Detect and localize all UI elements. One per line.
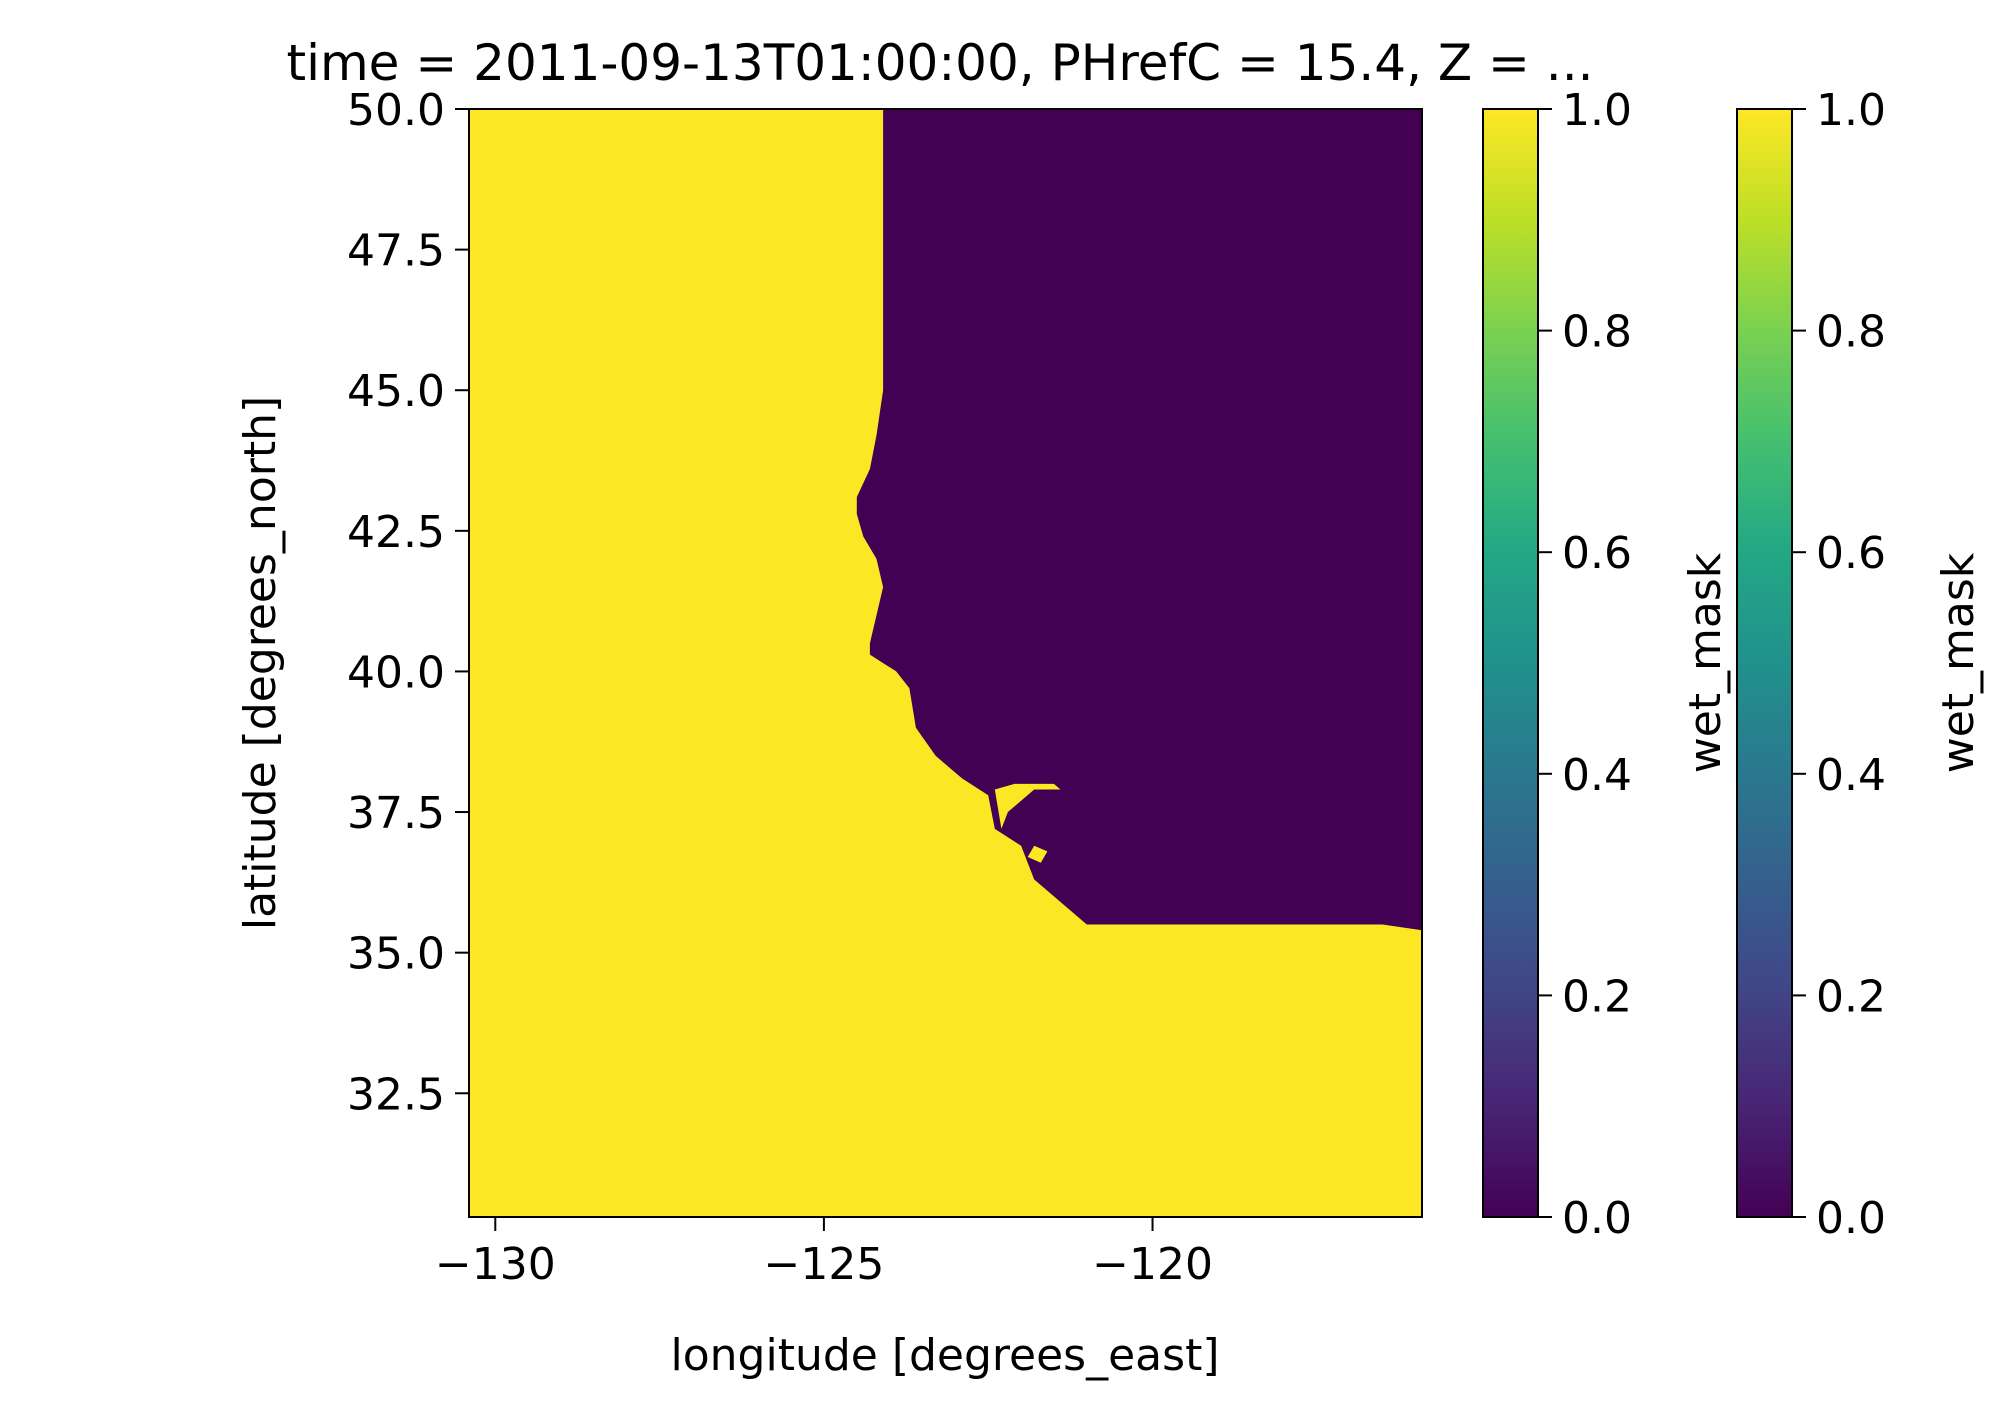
y-tick-label: 45.0 [347,366,445,417]
colorbar-2-frame [1736,108,1793,1218]
y-tick-label: 42.5 [347,507,445,558]
colorbar-tick-label: 1.0 [1562,85,1632,136]
colorbar-tick-label: 0.4 [1816,750,1886,801]
x-axis: −130 −125 −120 [435,1217,1213,1290]
y-tick-label: 47.5 [347,226,445,277]
x-tick-label: −125 [763,1239,884,1290]
colorbar-tick-label: 0.2 [1816,971,1886,1022]
y-tick-label: 50.0 [347,85,445,136]
y-tick-label: 40.0 [347,647,445,698]
colorbar-1-gradient [1483,109,1538,1217]
colorbar-tick-label: 0.6 [1816,528,1886,579]
colorbar-tick-label: 0.0 [1816,1193,1886,1244]
y-axis-label: latitude [degrees_north] [235,396,286,930]
colorbar-tick-label: 1.0 [1816,85,1886,136]
y-tick-label: 35.0 [347,929,445,980]
colorbar-2-ticks: 0.0 0.2 0.4 0.6 0.8 1.0 [1792,85,1886,1244]
colorbar-2-gradient [1737,109,1792,1217]
colorbar-1-ticks: 0.0 0.2 0.4 0.6 0.8 1.0 [1538,85,1632,1244]
chart-title: time = 2011-09-13T01:00:00, PHrefC = 15.… [286,34,1593,92]
plot-area [468,108,1423,1218]
wet-patch-san-francisco-bay [994,783,1061,829]
y-tick-label: 32.5 [347,1069,445,1120]
inland-wet-patches [994,783,1061,863]
colorbar-tick-label: 0.8 [1816,307,1886,358]
colorbar-1-label: wet_mask [1680,552,1731,773]
colorbar-1: 0.0 0.2 0.4 0.6 0.8 1.0 wet_mask [1482,85,1731,1244]
colorbar-2: 0.0 0.2 0.4 0.6 0.8 1.0 wet_mask [1736,85,1984,1244]
colorbar-2-label: wet_mask [1933,552,1984,773]
colorbar-1-frame [1482,108,1539,1218]
land-region [856,109,1422,931]
x-axis-label: longitude [degrees_east] [671,1330,1220,1381]
colorbar-tick-label: 0.6 [1562,528,1632,579]
colorbar-tick-label: 0.0 [1562,1193,1632,1244]
colorbar-tick-label: 0.2 [1562,971,1632,1022]
x-tick-label: −130 [435,1239,556,1290]
colorbar-tick-label: 0.4 [1562,750,1632,801]
colorbar-tick-label: 0.8 [1562,307,1632,358]
y-tick-label: 37.5 [347,788,445,839]
wet-patch-monterey-bay-inlet [1027,845,1048,863]
plot-frame [468,108,1423,1218]
x-tick-label: −120 [1092,1239,1213,1290]
y-axis: 32.5 35.0 37.5 40.0 42.5 45.0 47.5 50.0 [347,85,469,1120]
